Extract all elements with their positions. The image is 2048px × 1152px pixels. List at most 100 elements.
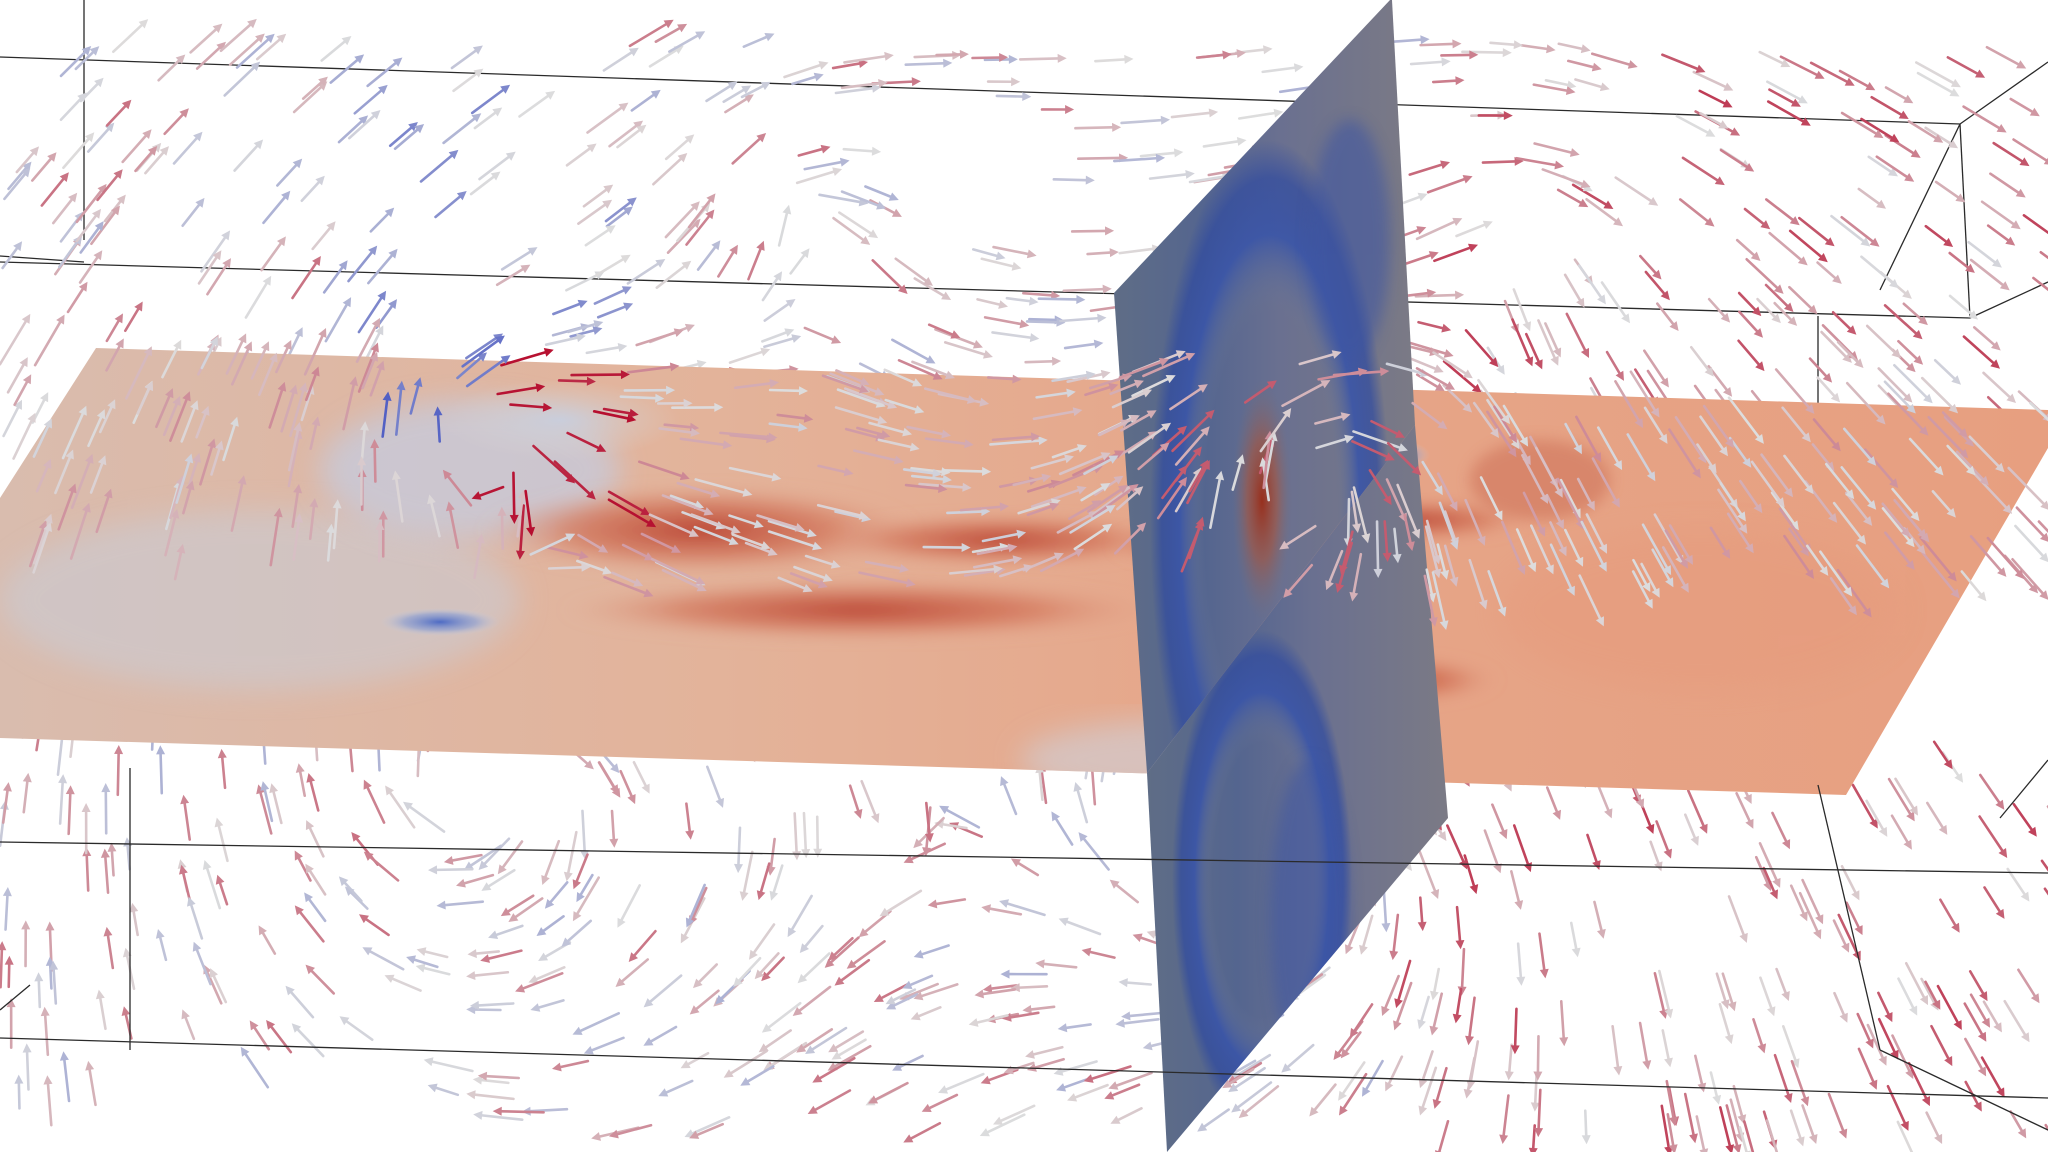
vector-arrowhead (798, 386, 808, 396)
vector-arrow (1395, 981, 1413, 1024)
vector-arrow (935, 898, 967, 906)
vector-arrow (817, 464, 846, 474)
vector-arrowhead (1767, 1006, 1776, 1017)
vector-arrowhead (1385, 1081, 1394, 1092)
vector-arrow (1089, 376, 1125, 390)
vector-arrowhead (1592, 860, 1601, 870)
vector-arrow (559, 1059, 590, 1069)
vector-arrow (33, 321, 62, 367)
vector-arrowhead (281, 190, 291, 201)
vector-arrowhead (1383, 495, 1392, 506)
vector-arrow (664, 138, 689, 161)
vector-arrow (1626, 433, 1653, 475)
vector-arrowhead (1838, 1128, 1848, 1139)
vector-arrow (1766, 100, 1805, 123)
vector-arrow (1877, 367, 1908, 398)
vector-arrowhead (1178, 465, 1188, 475)
vector-arrow (1017, 861, 1040, 877)
vector-arrowhead (1906, 362, 1916, 373)
vector-arrowhead (879, 907, 890, 917)
vector-arrowhead (1373, 568, 1383, 578)
vector-arrow (1420, 995, 1430, 1022)
vector-arrow (835, 369, 863, 383)
vector-arrowhead (217, 748, 227, 759)
vector-arrow (1005, 296, 1031, 303)
vector-arrow (874, 1081, 909, 1101)
vector-arrow (1824, 462, 1850, 494)
vector-arrowhead (684, 134, 695, 144)
vector-arrow (1385, 362, 1423, 375)
vector-arrow (963, 569, 999, 577)
vector-arrow (1180, 527, 1201, 573)
vector-arrowhead (138, 19, 149, 29)
vector-arrow (1086, 251, 1112, 256)
vector-arrow (1738, 1126, 1748, 1152)
vector-arrowhead (968, 1018, 979, 1027)
vector-arrowhead (237, 475, 247, 485)
vector-arrowhead (1784, 1093, 1793, 1103)
vector-arrow (1765, 198, 1794, 221)
vector-arrowhead (1428, 251, 1439, 260)
vector-arrow (669, 494, 697, 507)
vector-arrow (262, 196, 286, 225)
vector-arrowhead (391, 470, 401, 480)
vector-arrowhead (1580, 347, 1589, 358)
vector-arrow (85, 854, 90, 892)
vector-arrow (1641, 523, 1669, 569)
vector-arrowhead (623, 302, 634, 311)
vector-arrowhead (1900, 527, 1910, 538)
vector-arrowhead (326, 523, 336, 534)
vector-arrow (1968, 435, 2000, 468)
vector-arrowhead (1128, 484, 1139, 493)
vector-arrow (1702, 404, 1731, 442)
vector-arrowhead (785, 299, 796, 308)
vector-arrowhead (1215, 470, 1225, 481)
vector-arrowhead (561, 937, 572, 947)
vector-arrow (652, 157, 682, 186)
vector-arrowhead (1112, 122, 1122, 132)
vector-arrowhead (428, 865, 438, 875)
vector-arrow (2006, 867, 2026, 896)
vector-arrowhead (1437, 420, 1448, 430)
vector-arrow (496, 386, 538, 396)
vector-arrow (705, 84, 732, 103)
vector-arrow (661, 568, 700, 589)
vector-arrow (1533, 1073, 1538, 1104)
vector-arrowhead (349, 376, 358, 387)
vector-arrow (200, 236, 227, 273)
vector-arrow (894, 257, 928, 282)
vector-arrow (630, 93, 655, 112)
vector-arrowhead (1545, 564, 1554, 575)
vector-arrow (1891, 1034, 1911, 1073)
vector-arrow (1455, 987, 1463, 1016)
vector-arrow (856, 426, 883, 436)
vector-arrowhead (858, 384, 869, 394)
vector-arrowhead (170, 508, 180, 519)
vector-arrow (1063, 1078, 1088, 1089)
vector-arrowhead (1581, 1135, 1591, 1145)
vector-arrowhead (143, 346, 152, 357)
vector-arrowhead (375, 325, 384, 336)
vector-arrow (1838, 69, 1869, 88)
vector-arrow (1967, 240, 1997, 264)
vector-arrow (259, 791, 273, 835)
vector-arrowhead (565, 533, 576, 542)
vector-arrow (1455, 223, 1486, 238)
vector-arrowhead (1699, 823, 1708, 834)
vector-arrowhead (1664, 1008, 1674, 1019)
vector-arrow (918, 816, 945, 844)
vector-arrow (923, 387, 970, 401)
vector-arrow (163, 113, 184, 136)
vector-arrowhead (1023, 564, 1034, 573)
vector-arrow (1188, 175, 1224, 184)
vector-arrowhead (1146, 410, 1157, 419)
vector-arrow (1066, 373, 1104, 383)
vector-arrowhead (922, 847, 931, 857)
vector-arrowhead (104, 488, 113, 499)
vector-arrow (1927, 415, 1964, 454)
vector-arrowhead (1598, 561, 1607, 572)
vector-arrow (46, 1082, 53, 1127)
vector-arrow (1090, 1065, 1132, 1080)
vector-arrowhead (1067, 1093, 1078, 1102)
